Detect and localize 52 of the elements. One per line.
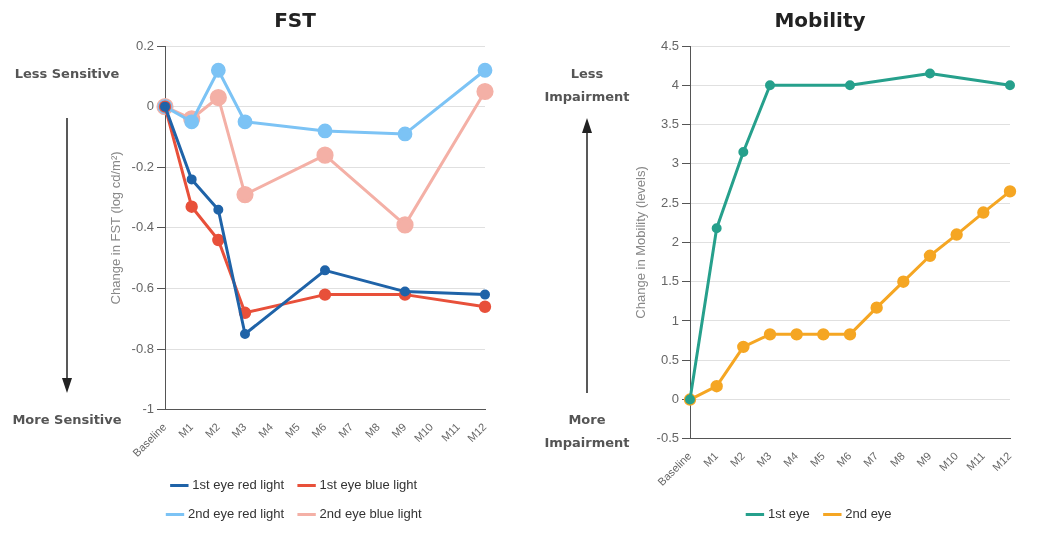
y-tick-label: -0.4 [131,219,154,235]
x-tick-label: M9 [914,449,934,469]
y-axis-title: Change in Mobility (levels) [633,166,649,319]
x-tick-label: M4 [780,449,801,469]
x-tick-label: M11 [963,449,987,473]
y-tick-label: -0.2 [131,158,154,174]
x-tick-label: M4 [255,420,276,440]
x-tick-label: M9 [389,420,409,440]
text: Less Sensitive [13,65,121,83]
text: More Impairment [543,411,631,452]
y-tick-label: 4 [671,76,679,92]
x-tick-label: M11 [438,420,462,444]
legend-label: 1st eye [767,506,810,522]
legend-label: 2nd eye [845,506,892,522]
y-tick-label: 0 [671,391,679,407]
y-tick-label: 0 [146,98,154,114]
y-tick-label: 0.2 [135,37,154,53]
x-tick-label: M5 [807,449,827,469]
x-tick-label: M8 [887,449,907,469]
y-tick-label: -0.6 [131,280,154,296]
x-tick-label: M7 [335,420,356,440]
y-tick-label: 2 [671,233,679,249]
legend-label: 2nd eye red light [187,506,285,522]
x-tick-label: M6 [309,420,329,440]
y-tick-label: 2.5 [660,194,679,210]
y-tick-label: 0.5 [660,351,679,367]
chart-title: FST [274,8,317,33]
x-tick-label: M2 [727,449,747,469]
chart-title: Mobility [774,8,866,33]
x-tick-label: M3 [229,420,249,440]
y-tick-label: 1 [671,312,679,328]
y-tick-label: 3 [671,155,679,171]
text: More Sensitive [12,411,122,429]
y-axis-title: Change in FST (log cd/m²) [108,151,124,305]
text: Less Impairment [543,65,631,106]
x-tick-label: M1 [700,449,721,469]
legend-label: 1st eye red light [192,477,285,493]
x-tick-label: M6 [834,449,854,469]
x-tick-label: M3 [754,449,774,469]
x-tick-label: M8 [362,420,382,440]
legend-label: 1st eye blue light [319,477,418,493]
x-tick-label: M7 [860,449,881,469]
x-tick-label: M1 [175,420,196,440]
x-tick-label: M2 [202,420,222,440]
x-tick-label: M5 [282,420,302,440]
y-tick-label: 3.5 [660,116,679,132]
legend-label: 2nd eye blue light [319,506,422,522]
y-tick-label: -0.5 [656,430,679,446]
y-tick-label: -0.8 [131,340,154,356]
y-tick-label: 1.5 [660,273,679,289]
y-tick-label: 4.5 [660,37,679,53]
y-tick-label: -1 [142,401,154,417]
